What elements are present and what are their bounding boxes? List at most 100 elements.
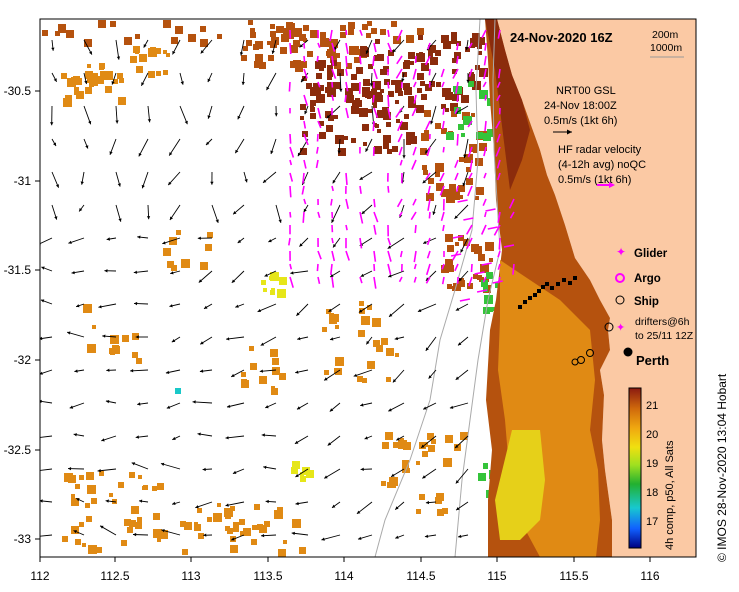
sst-pixel (137, 523, 142, 528)
current-arrowhead (295, 370, 299, 374)
radar-vector (373, 224, 377, 235)
sst-pixel (488, 307, 493, 312)
ship-marker-3 (586, 349, 594, 357)
sst-pixel (373, 340, 380, 347)
radar-vector (301, 185, 305, 195)
radar-vector (425, 120, 431, 131)
sst-pixel (443, 41, 451, 49)
sst-pixel (410, 61, 414, 65)
sst-pixel (272, 367, 280, 375)
sst-pixel (310, 107, 315, 112)
current-arrowhead (207, 115, 211, 119)
sst-pixel (421, 94, 427, 100)
sst-pixel (269, 276, 273, 280)
current-arrowhead (455, 444, 459, 448)
sst-pixel (463, 116, 472, 125)
sst-pixel (463, 239, 470, 246)
radar-vector (397, 120, 403, 132)
current-arrow (179, 105, 188, 125)
isobath-label-200m: 200m (652, 29, 679, 41)
sst-pixel (327, 88, 336, 97)
sst-pixel (441, 104, 446, 109)
sst-pixel (334, 82, 341, 89)
current-arrowhead (137, 402, 141, 406)
sst-pixel (278, 549, 286, 557)
radar-vector (440, 68, 445, 78)
current-arrowhead (53, 142, 56, 146)
sst-pixel (71, 526, 79, 534)
radar-vector (508, 198, 515, 209)
x-tick-label: 112 (30, 569, 49, 583)
sst-pixel (319, 66, 324, 71)
current-arrow (161, 529, 181, 536)
current-arrow (138, 138, 149, 157)
radar-vector (441, 81, 445, 88)
colorbar-tick: 18 (646, 487, 658, 499)
sst-pixel (381, 481, 386, 486)
radar-vector (412, 146, 417, 156)
sst-pixel (419, 494, 425, 500)
current-arrowhead (297, 152, 301, 157)
radar-vector (359, 185, 362, 194)
current-arrowhead (171, 339, 176, 343)
current-arrowhead (197, 236, 201, 240)
current-arrowhead (332, 504, 336, 508)
radar-vector (398, 211, 403, 217)
current-arrowhead (391, 473, 395, 477)
current-arrowhead (137, 235, 141, 239)
ship-marker-1 (604, 322, 614, 332)
current-arrow (115, 39, 120, 60)
sst-pixel (241, 372, 246, 377)
sst-pixel (133, 46, 140, 53)
current-arrowhead (197, 432, 201, 436)
current-arrowhead (333, 244, 337, 248)
sst-pixel (445, 108, 449, 112)
current-arrowhead (455, 376, 460, 380)
sst-pixel (359, 301, 364, 306)
sst-pixel (68, 475, 76, 483)
sst-pixel (335, 135, 344, 144)
sst-pixel (300, 148, 307, 155)
radar-vector (373, 276, 377, 289)
sst-pixel (248, 20, 253, 25)
radar-vector (469, 159, 473, 170)
current-arrow (463, 138, 469, 159)
sst-pixel (426, 193, 434, 201)
radar-vector (457, 199, 468, 203)
current-arrowhead (244, 179, 248, 183)
sst-pixel (254, 504, 260, 510)
radar-vector (498, 237, 501, 250)
current-arrow (353, 369, 373, 377)
sst-pixel (118, 482, 124, 488)
sst-pixel (466, 178, 473, 185)
radar-vector (359, 211, 364, 224)
radar-vector (427, 185, 431, 195)
radar-vector (395, 68, 403, 79)
sst-pixel (153, 513, 160, 520)
sst-pixel (327, 49, 336, 58)
sst-pixel (458, 124, 464, 130)
current-arrowhead (388, 274, 392, 278)
radar-vector (289, 263, 293, 270)
sst-pixel (479, 68, 488, 77)
sst-pixel (250, 28, 255, 33)
radar-vector (468, 68, 473, 77)
x-tick-label: 115.5 (559, 569, 588, 583)
radar-vector (484, 211, 487, 218)
radar-vector (456, 55, 459, 64)
sst-pixel (428, 53, 433, 58)
sst-pixel (380, 29, 386, 35)
current-arrowhead (207, 78, 211, 83)
sst-pixel (351, 83, 359, 91)
sst-pixel (367, 305, 372, 310)
sst-pixel (152, 486, 157, 491)
current-arrowhead (138, 152, 142, 157)
sst-pixel (292, 519, 301, 528)
sst-pixel (467, 283, 473, 289)
current-arrow (331, 204, 341, 223)
sst-pixel (182, 549, 188, 555)
sst-pixel (181, 259, 190, 268)
sst-pixel (113, 79, 118, 84)
radar-vector (331, 55, 335, 67)
current-arrowhead (239, 52, 244, 56)
